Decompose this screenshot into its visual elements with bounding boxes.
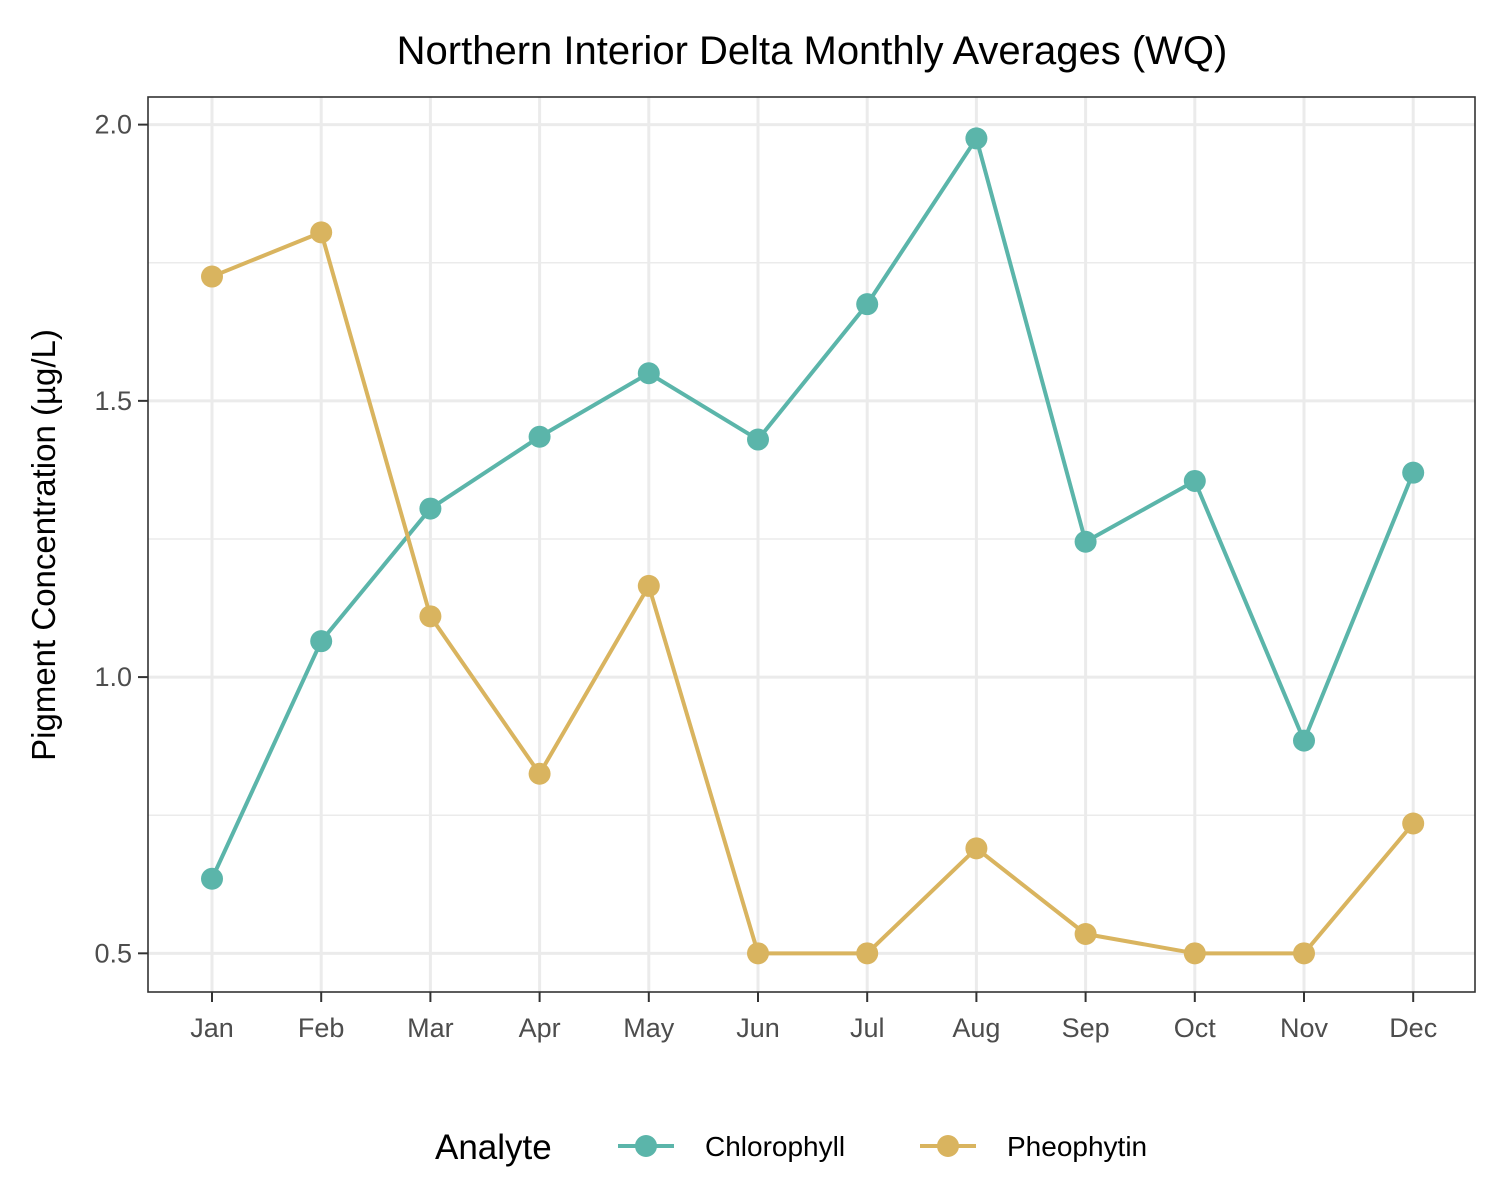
axes: 0.5 1.0 1.5 2.0 Jan Feb Mar Apr May Jun Jul Aug Sep O… [94, 110, 1437, 1043]
y-tick-label: 1.5 [94, 386, 132, 416]
pheophytin-point-sep [1074, 922, 1097, 945]
pheophytin-point-jun [747, 942, 769, 965]
pheophytin-point-may [637, 574, 660, 597]
pheophytin-point-nov [1293, 942, 1315, 965]
x-tick-label: Dec [1389, 1013, 1437, 1043]
chlorophyll-point-jun [747, 428, 769, 451]
chlorophyll-point-apr [528, 425, 551, 448]
chart-title: Northern Interior Delta Monthly Averages… [397, 29, 1228, 73]
chlorophyll-point-feb [310, 630, 333, 653]
pheophytin-point-aug [965, 837, 988, 860]
chlorophyll-point-aug [965, 127, 988, 150]
x-tick-label: Aug [952, 1013, 1000, 1043]
y-tick-label: 0.5 [94, 938, 132, 968]
pheophytin-point-mar [419, 605, 442, 628]
series-layer [201, 127, 1425, 965]
x-tick-label: Jul [850, 1013, 885, 1043]
legend-title: Analyte [435, 1128, 552, 1167]
x-tick-label: Mar [407, 1013, 454, 1043]
chlorophyll-point-jan [201, 867, 223, 890]
pheophytin-point-oct [1183, 942, 1206, 965]
grid-lines [148, 97, 1475, 992]
x-tick-label: May [623, 1013, 675, 1043]
chlorophyll-legend-label: Chlorophyll [705, 1131, 845, 1162]
y-tick-label: 2.0 [94, 110, 132, 140]
x-tick-label: Nov [1280, 1013, 1329, 1043]
chlorophyll-point-sep [1074, 530, 1097, 553]
plot-panel-border [147, 96, 1476, 993]
x-tick-label: Apr [519, 1013, 561, 1043]
pheophytin-legend-key-point [937, 1135, 959, 1157]
legend: Analyte Chlorophyll Pheophytin [435, 1128, 1147, 1167]
chlorophyll-point-oct [1183, 469, 1206, 492]
x-tick-label: Oct [1174, 1013, 1217, 1043]
x-tick-label: Jan [190, 1013, 234, 1043]
y-tick-label: 1.0 [94, 662, 132, 692]
x-tick-label: Jun [736, 1013, 780, 1043]
chlorophyll-point-nov [1293, 729, 1315, 752]
x-tick-label: Sep [1062, 1013, 1110, 1043]
pheophytin-point-jul [856, 942, 879, 965]
pheophytin-legend-label: Pheophytin [1007, 1131, 1147, 1162]
pheophytin-point-apr [528, 762, 551, 785]
chlorophyll-point-mar [419, 497, 442, 520]
pheophytin-line [211, 230, 1415, 956]
y-axis-title: Pigment Concentration (µg/L) [25, 329, 62, 761]
pheophytin-point-feb [310, 221, 333, 244]
pheophytin-point-jan [201, 265, 223, 288]
legend-items: Chlorophyll Pheophytin [618, 1131, 1147, 1162]
chlorophyll-line [210, 136, 1416, 880]
pheophytin-point-dec [1402, 812, 1425, 835]
chlorophyll-legend-key-point [635, 1135, 657, 1157]
chlorophyll-point-dec [1402, 461, 1425, 484]
chlorophyll-point-may [637, 362, 660, 385]
chlorophyll-point-jul [856, 293, 879, 316]
x-tick-label: Feb [298, 1013, 345, 1043]
